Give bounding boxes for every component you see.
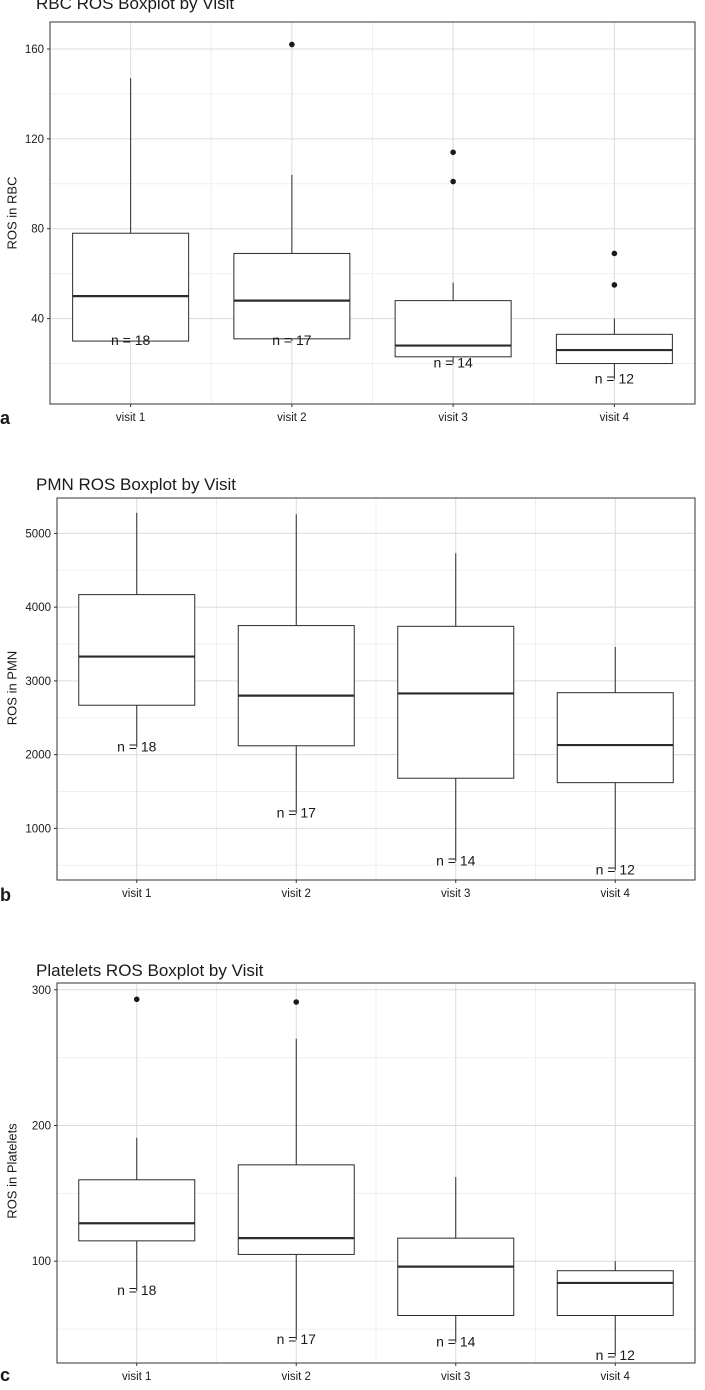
x-tick-label: visit 4 bbox=[601, 1371, 631, 1383]
pmn-chart-panel: PMN ROS Boxplot by Visit n = 18 n = 17 n =… bbox=[0, 465, 705, 910]
box-iqr bbox=[555, 333, 673, 365]
x-tick-label: visit 3 bbox=[441, 1371, 470, 1383]
n-count-label: n = 18 bbox=[117, 1282, 157, 1298]
outlier-point bbox=[289, 41, 295, 48]
x-tick-label: visit 4 bbox=[600, 412, 630, 424]
box-iqr bbox=[78, 1179, 196, 1242]
box-iqr bbox=[556, 1270, 674, 1317]
n-count-label: n = 12 bbox=[595, 370, 635, 386]
box-iqr bbox=[397, 1237, 515, 1316]
x-tick-label: visit 1 bbox=[116, 412, 145, 424]
y-tick-label: 4000 bbox=[25, 602, 51, 614]
panel-letter-b: b bbox=[0, 885, 11, 905]
x-tick-label: visit 3 bbox=[441, 888, 470, 900]
rbc-chart-panel: RBC ROS Boxplot by Visit n = 18 n = 17 n =… bbox=[0, 0, 705, 445]
y-tick-label: 200 bbox=[32, 1121, 51, 1133]
box-iqr bbox=[394, 300, 512, 358]
chart-title: Platelets ROS Boxplot by Visit bbox=[36, 961, 264, 980]
y-tick-label: 120 bbox=[25, 134, 44, 146]
panel-letter-a: a bbox=[0, 408, 11, 428]
x-tick-label: visit 1 bbox=[122, 1371, 151, 1383]
y-tick-label: 40 bbox=[31, 314, 44, 326]
box-iqr bbox=[397, 625, 515, 779]
outlier-point bbox=[293, 999, 300, 1005]
platelets-boxplot-svg: n = 18 n = 17 n = 14 n = 12 100 200 300 visit 1… bbox=[32, 982, 696, 1383]
outlier-point bbox=[611, 282, 618, 288]
y-tick-label: 300 bbox=[32, 985, 51, 997]
y-tick-label: 5000 bbox=[25, 528, 51, 540]
outlier-point bbox=[450, 149, 456, 156]
x-tick-label: visit 2 bbox=[277, 412, 306, 424]
n-count-label: n = 12 bbox=[596, 861, 636, 877]
box-iqr bbox=[233, 252, 351, 340]
n-count-label: n = 12 bbox=[596, 1347, 636, 1363]
x-tick-label: visit 4 bbox=[601, 888, 631, 900]
box-iqr bbox=[237, 1164, 355, 1255]
x-tick-label: visit 1 bbox=[122, 888, 151, 900]
panel-letter-c: c bbox=[0, 1365, 11, 1385]
n-count-label: n = 18 bbox=[117, 738, 157, 754]
rbc-boxplot-svg: n = 18 n = 17 n = 14 n = 12 40 80 120 160 visit … bbox=[25, 21, 696, 424]
n-count-label: n = 17 bbox=[277, 1331, 317, 1347]
plot-frame bbox=[56, 497, 696, 881]
n-count-label: n = 17 bbox=[277, 805, 317, 821]
y-tick-label: 100 bbox=[32, 1256, 51, 1268]
n-count-label: n = 14 bbox=[436, 1334, 476, 1350]
box-iqr bbox=[237, 625, 355, 747]
y-tick-label: 3000 bbox=[25, 676, 51, 688]
n-count-label: n = 17 bbox=[272, 332, 312, 348]
box-iqr bbox=[78, 594, 196, 706]
y-axis-label: ROS in RBC bbox=[4, 176, 20, 250]
pmn-boxplot-svg: n = 18 n = 17 n = 14 n = 12 1000 2000 3000 4000… bbox=[25, 497, 696, 900]
y-axis-label: ROS in Platelets bbox=[4, 1123, 20, 1219]
y-tick-label: 80 bbox=[31, 224, 44, 236]
chart-title: RBC ROS Boxplot by Visit bbox=[36, 0, 235, 13]
y-tick-label: 160 bbox=[25, 44, 44, 56]
outlier-point bbox=[133, 996, 140, 1003]
y-tick-label: 1000 bbox=[25, 823, 51, 835]
y-tick-label: 2000 bbox=[25, 750, 51, 762]
x-tick-label: visit 2 bbox=[282, 888, 311, 900]
outlier-point bbox=[450, 178, 456, 185]
plot-frame bbox=[49, 21, 696, 405]
x-tick-label: visit 3 bbox=[438, 412, 467, 424]
box-iqr bbox=[72, 232, 190, 342]
n-count-label: n = 18 bbox=[111, 332, 151, 348]
platelets-chart-panel: Platelets ROS Boxplot by Visit n = 18 n =… bbox=[0, 945, 705, 1390]
outlier-point bbox=[611, 250, 618, 257]
y-axis-label: ROS in PMN bbox=[4, 650, 20, 726]
plot-frame bbox=[56, 982, 696, 1364]
chart-title: PMN ROS Boxplot by Visit bbox=[36, 475, 236, 494]
box-iqr bbox=[556, 692, 674, 784]
x-tick-label: visit 2 bbox=[282, 1371, 311, 1383]
n-count-label: n = 14 bbox=[436, 853, 476, 869]
n-count-label: n = 14 bbox=[433, 355, 473, 371]
